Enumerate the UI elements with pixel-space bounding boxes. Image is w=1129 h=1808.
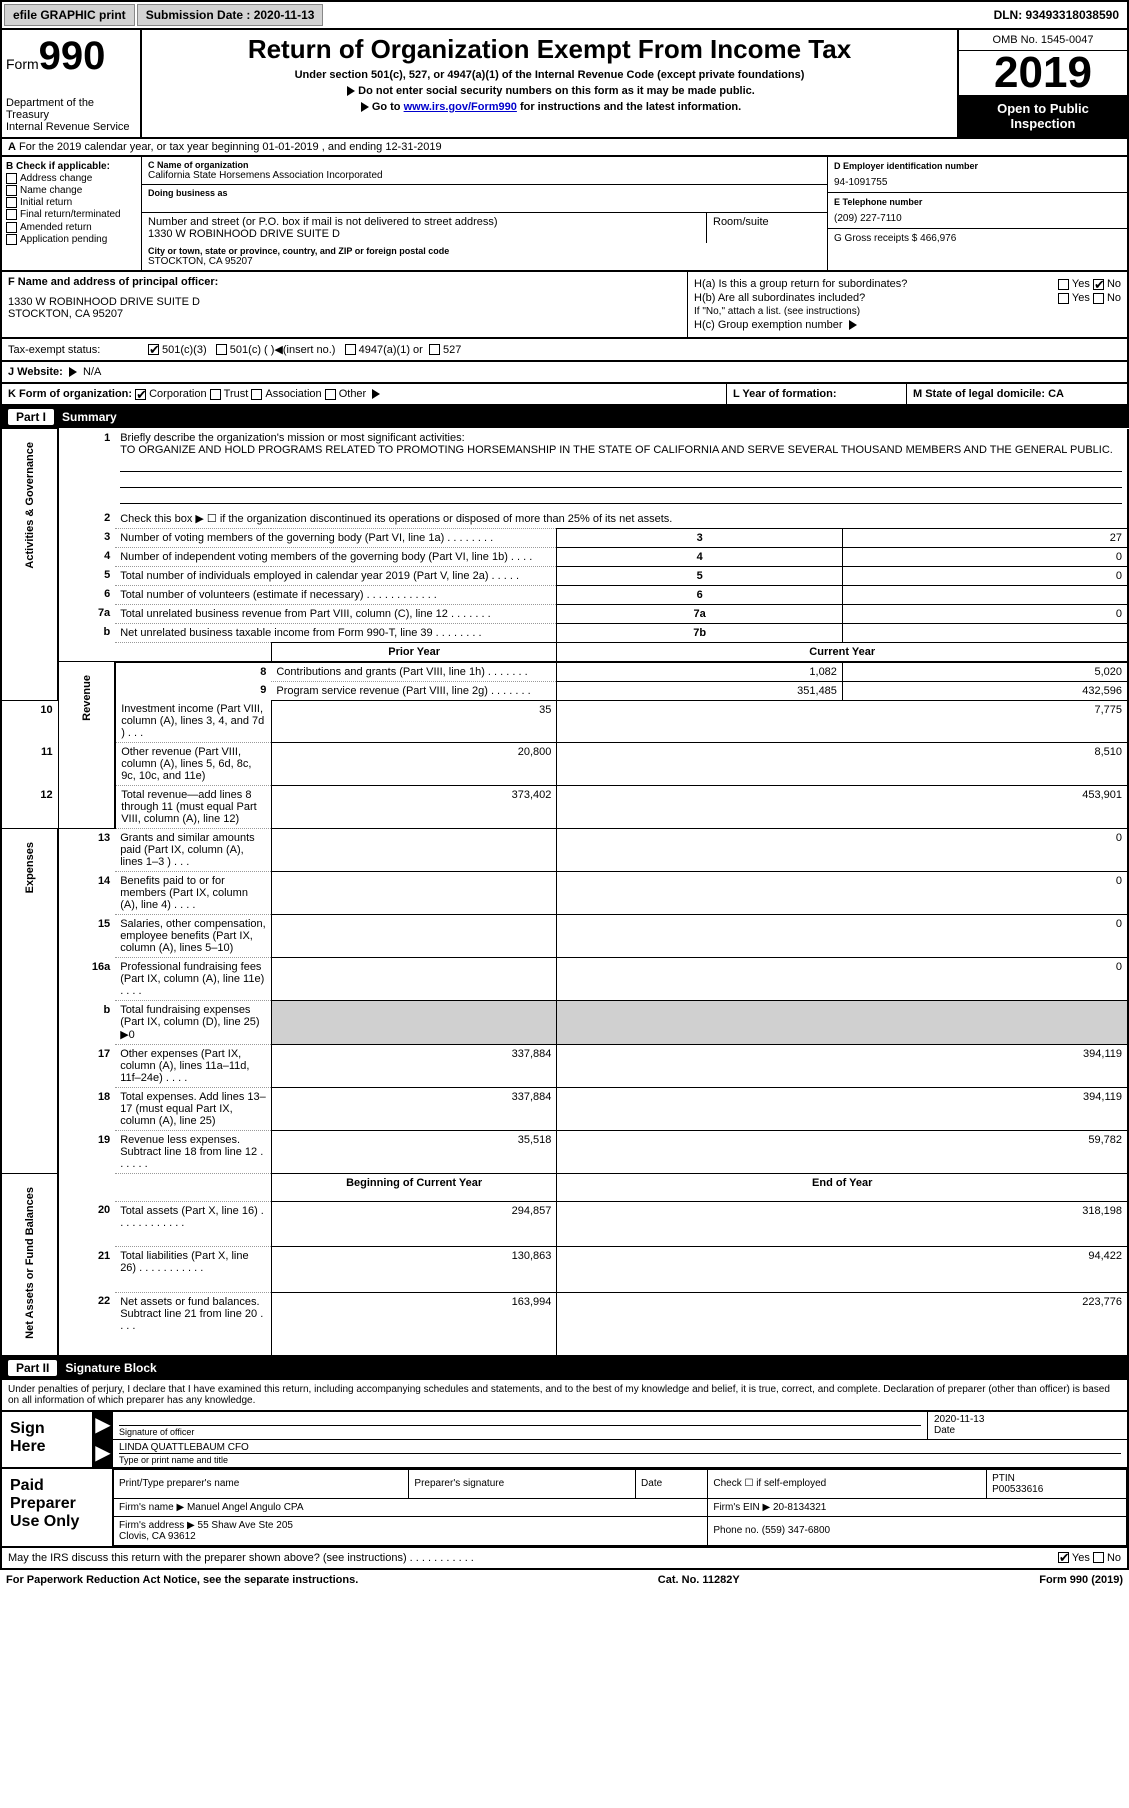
side-net: Net Assets or Fund Balances <box>24 1177 36 1349</box>
side-exp: Expenses <box>24 832 36 903</box>
section-bcd: B Check if applicable: Address change Na… <box>0 157 1129 272</box>
submission-date: Submission Date : 2020-11-13 <box>137 4 324 26</box>
summary-table: Activities & Governance 1 Briefly descri… <box>0 428 1129 1357</box>
form-header: Form990 Department of the Treasury Inter… <box>0 30 1129 139</box>
row-a: A For the 2019 calendar year, or tax yea… <box>0 139 1129 157</box>
form-title: Return of Organization Exempt From Incom… <box>146 34 953 65</box>
sig-intro: Under penalties of perjury, I declare th… <box>0 1379 1129 1412</box>
footer: For Paperwork Reduction Act Notice, see … <box>0 1570 1129 1590</box>
efile-btn[interactable]: efile GRAPHIC print <box>4 4 135 26</box>
box-b: B Check if applicable: Address change Na… <box>2 157 142 270</box>
form-subtitle: Under section 501(c), 527, or 4947(a)(1)… <box>146 69 953 81</box>
website-row: J Website: N/A <box>0 362 1129 384</box>
top-bar: efile GRAPHIC print Submission Date : 20… <box>0 0 1129 30</box>
side-gov: Activities & Governance <box>24 432 36 579</box>
sign-here-block: Sign Here ▶ Signature of officer 2020-11… <box>0 1412 1129 1469</box>
ssn-warning: Do not enter social security numbers on … <box>146 85 953 97</box>
dln: DLN: 93493318038590 <box>986 5 1127 25</box>
side-rev: Revenue <box>81 665 93 731</box>
instructions-link-line: Go to www.irs.gov/Form990 for instructio… <box>146 101 953 113</box>
discuss-row: May the IRS discuss this return with the… <box>0 1548 1129 1570</box>
sign-arrow-icon: ▶ <box>93 1412 113 1439</box>
part1-header: Part ISummary <box>0 406 1129 428</box>
klm-row: K Form of organization: Corporation Trus… <box>0 384 1129 406</box>
paid-preparer-block: Paid Preparer Use Only Print/Type prepar… <box>0 1469 1129 1548</box>
form-number: Form990 <box>6 34 136 79</box>
tax-exempt-row: Tax-exempt status: 501(c)(3) 501(c) ( ) … <box>0 339 1129 362</box>
dept-treasury: Department of the Treasury Internal Reve… <box>6 97 136 133</box>
box-c: C Name of organizationCalifornia State H… <box>142 157 827 270</box>
irs-link[interactable]: www.irs.gov/Form990 <box>404 101 517 113</box>
box-d-e-g: D Employer identification number94-10917… <box>827 157 1127 270</box>
sign-arrow-icon: ▶ <box>93 1440 113 1467</box>
tax-year: 2019 <box>959 51 1127 95</box>
part2-header: Part IISignature Block <box>0 1357 1129 1379</box>
open-public: Open to Public Inspection <box>959 95 1127 137</box>
fgh-row: F Name and address of principal officer:… <box>0 272 1129 339</box>
